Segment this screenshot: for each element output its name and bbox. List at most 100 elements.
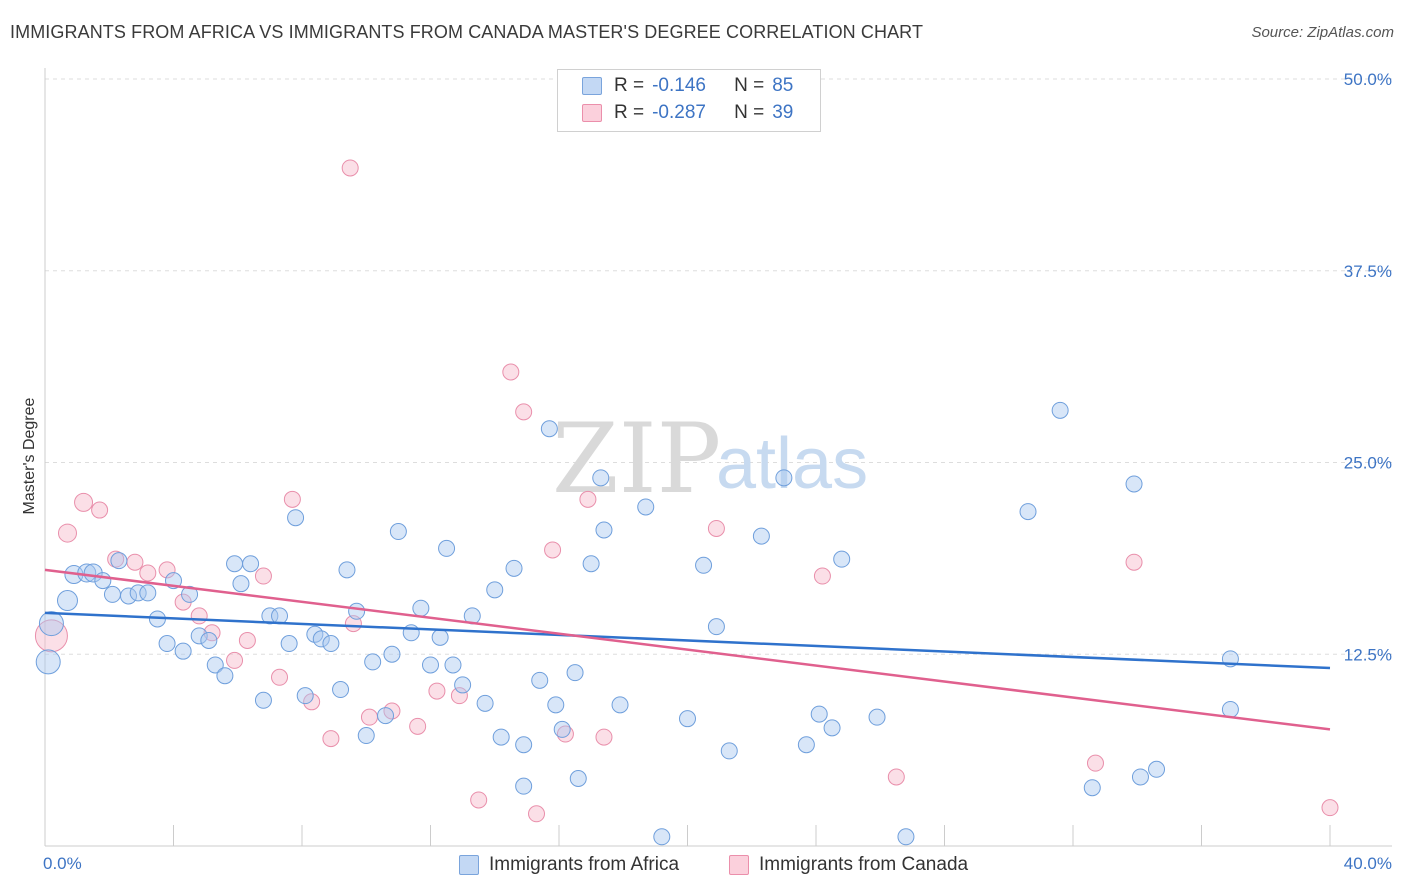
- canada-point: [528, 805, 546, 823]
- africa-point: [296, 687, 314, 705]
- africa-point: [232, 575, 250, 593]
- bottom-legend-label-canada: Immigrants from Canada: [759, 854, 969, 875]
- canada-point: [470, 791, 488, 809]
- bottom-legend-swatch-africa: [459, 855, 479, 875]
- canada-point: [1125, 553, 1143, 571]
- africa-point: [515, 777, 533, 795]
- africa-point: [357, 727, 375, 745]
- africa-point: [531, 671, 549, 689]
- africa-point: [547, 696, 565, 714]
- legend-n-value: 85: [772, 75, 794, 96]
- legend-n-label: N =: [734, 75, 765, 96]
- bottom-legend-canada: Immigrants from Canada: [729, 852, 968, 878]
- africa-point: [797, 736, 815, 754]
- y-tick-label: 37.5%: [1344, 262, 1392, 281]
- africa-point: [254, 691, 272, 709]
- canada-point: [450, 687, 468, 705]
- africa-point: [364, 653, 382, 671]
- africa-point: [383, 645, 401, 663]
- africa-point: [653, 828, 671, 846]
- africa-point: [444, 656, 462, 674]
- y-tick-label: 12.5%: [1344, 645, 1392, 664]
- canada-point: [254, 567, 272, 585]
- africa-point: [454, 676, 472, 694]
- y-tick-label: 25.0%: [1344, 454, 1392, 473]
- africa-point: [332, 681, 350, 699]
- africa-point: [695, 556, 713, 574]
- africa-point: [1083, 779, 1101, 797]
- canada-point: [57, 523, 77, 543]
- canada-point: [409, 717, 427, 735]
- africa-point: [679, 710, 696, 728]
- canada-trend-line: [44, 568, 1331, 731]
- canada-point: [1086, 754, 1104, 772]
- africa-point: [611, 696, 629, 714]
- africa-point: [868, 708, 886, 726]
- legend-n-value: 39: [772, 102, 794, 123]
- canada-point: [74, 492, 94, 512]
- africa-point: [720, 742, 738, 760]
- africa-point: [412, 599, 430, 617]
- africa-point: [312, 630, 330, 648]
- africa-point: [431, 628, 449, 646]
- africa-point: [707, 618, 725, 636]
- watermark-atlas: atlas: [716, 424, 868, 504]
- africa-point: [206, 656, 224, 674]
- africa-point: [110, 552, 128, 570]
- africa-point: [94, 572, 112, 590]
- africa-point: [216, 667, 234, 685]
- africa-point: [158, 635, 176, 653]
- africa-point: [566, 664, 584, 682]
- canada-point: [544, 541, 562, 559]
- africa-point: [540, 420, 558, 438]
- africa-point: [438, 539, 456, 557]
- africa-point: [1019, 503, 1037, 521]
- africa-point: [637, 498, 655, 516]
- legend-row-canada: R = -0.287 N = 39: [582, 101, 793, 125]
- legend-r-value: -0.146: [652, 75, 706, 96]
- africa-point: [752, 527, 770, 545]
- canada-point: [341, 159, 359, 177]
- legend-r-value: -0.287: [652, 102, 706, 123]
- canada-point: [579, 490, 597, 508]
- africa-point: [476, 694, 494, 712]
- canada-point: [428, 682, 446, 700]
- canada-point: [158, 561, 176, 579]
- legend-swatch-africa: [582, 77, 602, 95]
- africa-point: [833, 550, 851, 568]
- bottom-legend-label-africa: Immigrants from Africa: [489, 854, 680, 875]
- africa-point: [139, 584, 157, 602]
- y-tick-labels: 12.5% 25.0% 37.5% 50.0%: [1344, 70, 1392, 664]
- x-tick-label-min: 0.0%: [43, 854, 82, 873]
- africa-point: [35, 649, 61, 675]
- africa-point: [261, 607, 279, 625]
- africa-point: [280, 635, 298, 653]
- canada-point: [283, 490, 301, 508]
- africa-point: [174, 642, 192, 660]
- africa-point: [200, 631, 218, 649]
- africa-point: [486, 581, 504, 599]
- watermark-zip: ZIP: [552, 403, 721, 515]
- africa-point: [569, 770, 587, 788]
- trend-lines: [44, 568, 1331, 731]
- africa-point: [190, 627, 208, 645]
- legend-r-label: R =: [614, 75, 645, 96]
- canada-point: [595, 728, 613, 746]
- legend-row-africa: R = -0.146 N = 85: [582, 74, 793, 98]
- africa-point: [389, 523, 407, 541]
- africa-point: [592, 469, 610, 487]
- africa-point: [120, 587, 138, 605]
- correlation-legend: R = -0.146 N = 85 R = -0.287 N = 39: [557, 69, 821, 132]
- legend-swatch-canada: [582, 104, 602, 122]
- africa-point: [322, 635, 340, 653]
- africa-point: [181, 585, 199, 603]
- canada-point: [139, 564, 157, 582]
- source-label: Source: ZipAtlas.com: [1251, 24, 1394, 41]
- africa-point: [1125, 475, 1143, 493]
- africa-point: [377, 707, 395, 725]
- africa-point: [56, 590, 78, 612]
- bottom-legend-swatch-canada: [729, 855, 749, 875]
- africa-point: [553, 720, 571, 738]
- africa-point: [492, 728, 510, 746]
